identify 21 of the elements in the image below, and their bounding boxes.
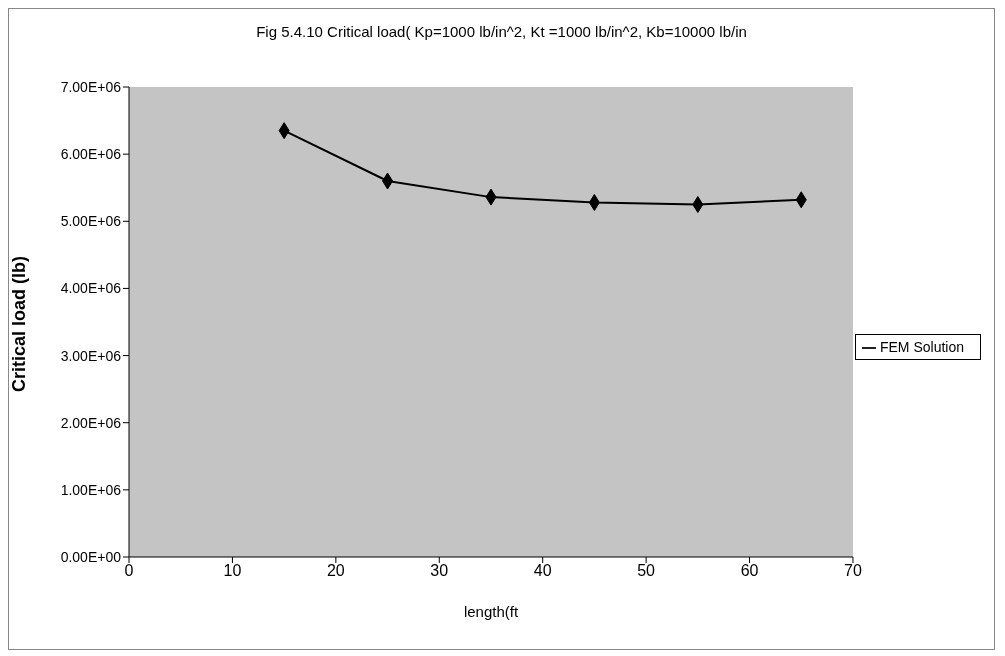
- x-tick-label: 40: [533, 562, 552, 580]
- y-tick-label: 4.00E+06: [60, 280, 122, 297]
- x-tick-label: 0: [124, 562, 134, 580]
- x-axis-title: length(ft: [463, 603, 519, 620]
- x-tick-label: 10: [223, 562, 242, 580]
- y-tick-label: 7.00E+06: [60, 78, 122, 95]
- y-tick-label: 5.00E+06: [60, 213, 122, 230]
- y-tick-label: 3.00E+06: [60, 347, 122, 364]
- y-tick-label: 0.00E+00: [60, 548, 122, 565]
- y-axis-title: Critical load (lb): [9, 255, 30, 392]
- y-tick-label: 2.00E+06: [60, 414, 122, 431]
- point: [692, 196, 704, 213]
- y-tick-label: 6.00E+06: [60, 146, 122, 163]
- x-tick-label: 30: [430, 562, 449, 580]
- x-tick-label: 20: [326, 562, 345, 580]
- x-tick-label: 70: [844, 562, 862, 580]
- x-tick-label: 50: [637, 562, 656, 580]
- chart-title: Fig 5.4.10 Critical load( Kp=1000 lb/in^2, Kt =1000 lb/in^2, Kb=10000 lb/in: [255, 23, 748, 42]
- x-tick-label: 60: [740, 562, 759, 580]
- y-tick-label: 1.00E+06: [60, 481, 122, 498]
- legend-label: FEM Solution: [879, 338, 964, 355]
